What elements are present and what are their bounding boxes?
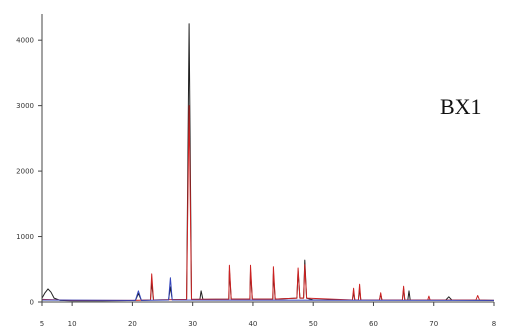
y-tick-label: 2000 (16, 168, 34, 176)
y-tick-label: 4000 (16, 37, 34, 45)
x-tick-label: 10 (68, 320, 77, 328)
y-tick-label: 1000 (16, 233, 34, 241)
x-tick-label: 8 (492, 320, 496, 328)
x-tick-label: 70 (429, 320, 438, 328)
y-tick-label: 3000 (16, 102, 34, 110)
x-tick-label: 20 (128, 320, 137, 328)
series-line-1 (41, 23, 495, 302)
plot-series (41, 23, 495, 302)
x-tick-label: 40 (248, 320, 257, 328)
series-line-3 (41, 277, 495, 301)
x-tick-label: 5 (40, 320, 44, 328)
y-tick-label: 0 (30, 299, 34, 307)
y-axis-ticks: 0 1000 2000 3000 4000 (16, 37, 42, 307)
series-line-2 (41, 105, 495, 301)
x-tick-label: 30 (188, 320, 197, 328)
sample-label: BX1 (440, 94, 482, 119)
x-axis-ticks: 5 10 20 30 40 50 60 70 8 (40, 302, 496, 328)
x-tick-label: 60 (369, 320, 378, 328)
x-tick-label: 50 (309, 320, 318, 328)
